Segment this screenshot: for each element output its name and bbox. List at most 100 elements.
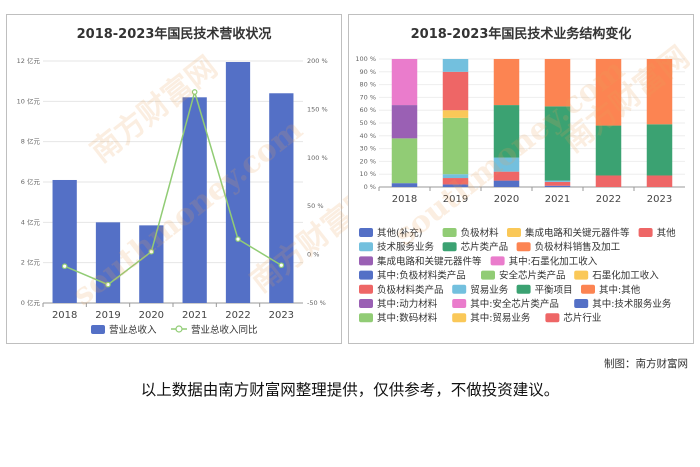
stacked-bar-segment xyxy=(391,59,418,106)
yoy-growth-point xyxy=(148,248,155,255)
x-tick-label: 2022 xyxy=(225,310,250,321)
y-left-tick-label: 4 亿元 xyxy=(21,217,41,226)
revenue-bar xyxy=(225,62,251,304)
x-tick-label: 2023 xyxy=(269,310,294,321)
legend-swatch xyxy=(359,299,373,308)
x-tick-label: 2020 xyxy=(494,194,519,205)
legend-swatch xyxy=(359,256,373,266)
yoy-growth-line xyxy=(64,89,282,286)
legend-label: 其中:动力材料 xyxy=(377,298,438,310)
yoy-growth-point xyxy=(235,236,241,242)
revenue-bar xyxy=(139,225,164,303)
y-right-tick-label: 150 % xyxy=(307,105,328,113)
yoy-growth-point xyxy=(61,263,68,270)
stacked-bar-segment xyxy=(442,174,469,179)
y-tick-label: 40 % xyxy=(359,132,376,140)
yoy-growth-point xyxy=(191,89,198,95)
stacked-bar-segment xyxy=(544,181,571,186)
business-structure-chart-panel: 2018-2023年国民技术业务结构变化 0 % 10 % 20 % 30 % 40 %… xyxy=(348,14,696,344)
stacked-bar-segment xyxy=(544,106,571,181)
y-right-tick-label: -50 % xyxy=(307,299,326,307)
stacked-bar-segment xyxy=(646,124,673,176)
legend-swatch xyxy=(359,270,373,280)
legend-label: 其中:其他 xyxy=(599,284,641,296)
y-left-tick-label: 6 亿元 xyxy=(21,177,41,186)
legend-label: 集成电路和关键元器件等 xyxy=(377,255,482,267)
business-structure-chart: 0 % 10 % 20 % 30 % 40 % 50 % 60 % 70 % 80 % 90 % 1… xyxy=(355,55,685,324)
x-tick-label: 2020 xyxy=(139,310,164,321)
y-left-tick-label: 0 亿元 xyxy=(21,298,41,307)
legend-label: 其他(补充) xyxy=(377,227,422,239)
legend-label: 其中:贸易业务 xyxy=(470,312,531,324)
legend-swatch xyxy=(516,284,531,294)
y-left-tick-label: 10 亿元 xyxy=(17,96,41,105)
legend-label: 负极材料类产品 xyxy=(377,284,444,296)
stacked-bar-segment xyxy=(544,185,571,187)
stacked-bar-segment xyxy=(391,183,418,187)
x-tick-label: 2019 xyxy=(95,310,120,321)
revenue-chart: 0 亿元 2 亿元 4 亿元 6 亿元 8 亿元 10 亿元 12 亿元 -50 % 0 % 50… xyxy=(17,56,328,336)
stacked-bar-segment xyxy=(391,105,418,139)
legend-label: 芯片类产品 xyxy=(461,241,509,253)
y-tick-label: 30 % xyxy=(359,145,376,153)
yoy-growth-point xyxy=(278,262,285,269)
business-structure-chart-title: 2018-2023年国民技术业务结构变化 xyxy=(410,27,632,42)
stacked-bar-segment xyxy=(544,180,571,182)
y-tick-label: 70 % xyxy=(359,93,376,101)
legend-swatch xyxy=(516,242,531,252)
y-tick-label: 80 % xyxy=(359,81,376,89)
legend-swatch xyxy=(574,299,589,308)
legend-swatch xyxy=(638,228,653,237)
legend-swatch xyxy=(359,242,373,252)
y-tick-label: 10 % xyxy=(359,170,376,178)
revenue-bar xyxy=(95,222,121,303)
y-left-tick-label: 12 亿元 xyxy=(17,56,41,65)
legend-label: 其中:安全芯片类产品 xyxy=(470,298,559,310)
legend-swatch xyxy=(581,284,595,294)
y-tick-label: 20 % xyxy=(359,157,376,165)
revenue-bar xyxy=(182,97,207,303)
stacked-bar-segment xyxy=(442,110,469,118)
x-tick-label: 2023 xyxy=(647,194,672,205)
y-tick-label: 0 % xyxy=(364,183,376,191)
stacked-bar-segment xyxy=(493,171,520,181)
legend-swatch xyxy=(574,270,589,280)
stacked-bar-segment xyxy=(493,157,520,172)
stacked-bar-segment xyxy=(493,105,520,158)
y-tick-label: 50 % xyxy=(359,119,376,127)
y-tick-label: 60 % xyxy=(359,106,376,114)
revenue-bar xyxy=(269,93,294,304)
stacked-bar-segment xyxy=(442,71,469,111)
legend-label: 安全芯片类产品 xyxy=(499,270,566,282)
legend-swatch xyxy=(545,313,560,323)
x-tick-label: 2018 xyxy=(52,310,77,321)
y-tick-label: 100 % xyxy=(355,55,376,63)
stacked-bar-segment xyxy=(595,125,622,176)
legend-swatch xyxy=(91,325,105,334)
legend-swatch xyxy=(442,242,457,252)
stacked-bar-segment xyxy=(442,117,469,175)
legend-label: 其中:技术服务业务 xyxy=(592,298,672,310)
legend-label: 技术服务业务 xyxy=(377,241,435,253)
legend-label: 负极材料销售及加工 xyxy=(535,241,621,253)
revenue-chart-panel: 2018-2023年国民技术营收状况 0 亿元 2 亿元 4 亿元 6 亿元 8 亿元 1… xyxy=(6,14,384,344)
legend-swatch xyxy=(452,299,467,308)
legend-swatch xyxy=(452,313,467,323)
disclaimer-text: 以上数据由南方财富网整理提供，仅供参考，不做投资建议。 xyxy=(140,381,560,399)
legend-label: 其中:石墨化加工收入 xyxy=(509,255,598,267)
legend-label: 石墨化加工收入 xyxy=(592,270,659,282)
y-right-tick-label: 0 % xyxy=(307,251,319,259)
y-left-tick-label: 8 亿元 xyxy=(21,137,41,146)
stacked-bar-segment xyxy=(442,59,469,72)
y-right-tick-label: 50 % xyxy=(307,202,324,210)
legend-label: 平衡项目 xyxy=(535,284,573,296)
x-tick-label: 2021 xyxy=(182,310,207,321)
yoy-growth-point xyxy=(105,281,111,288)
legend-swatch xyxy=(442,228,457,237)
legend-swatch xyxy=(359,313,373,323)
legend-label: 集成电路和关键元器件等 xyxy=(525,227,630,239)
legend-label: 芯片行业 xyxy=(563,312,601,324)
y-left-tick-label: 2 亿元 xyxy=(21,258,41,267)
legend-swatch xyxy=(175,325,183,333)
legend-swatch xyxy=(452,284,467,294)
